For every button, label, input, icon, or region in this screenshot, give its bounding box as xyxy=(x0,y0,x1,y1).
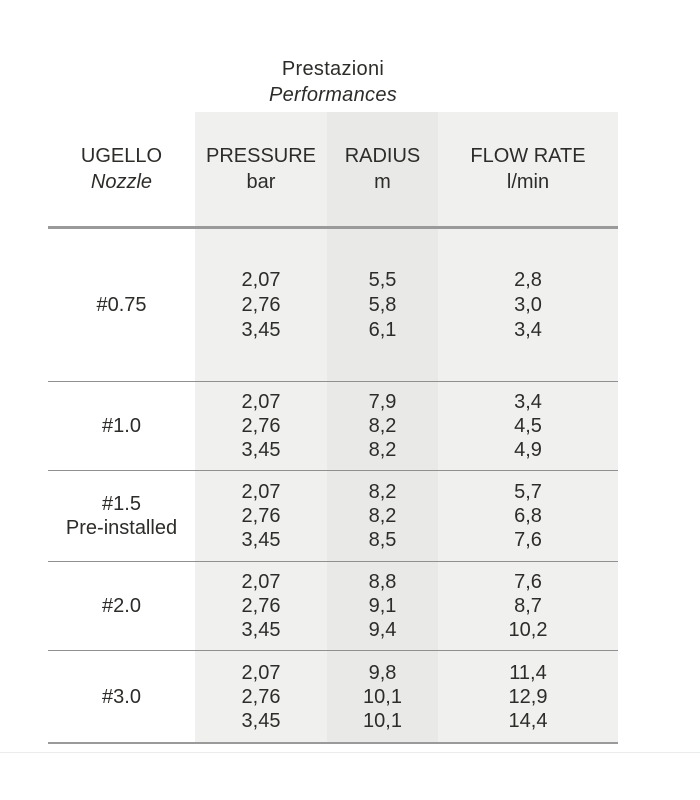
table-row: #2.0 2,07 2,76 3,45 8,8 9,1 9,4 7,6 8,7 … xyxy=(48,561,618,650)
nozzle-cell: #0.75 xyxy=(96,293,147,316)
pressure-values: 2,07 2,76 3,45 xyxy=(195,471,327,561)
table-title-italian: Prestazioni xyxy=(281,58,385,80)
flow-rate-values: 7,6 8,7 10,2 xyxy=(438,562,618,650)
pressure-values: 2,07 2,76 3,45 xyxy=(195,562,327,650)
table-title-english: Performances xyxy=(268,84,398,106)
flow-rate-values: 2,8 3,0 3,4 xyxy=(438,229,618,381)
header-nozzle-main: UGELLO xyxy=(80,145,163,167)
table-row: #3.0 2,07 2,76 3,45 9,8 10,1 10,1 11,4 1… xyxy=(48,650,618,742)
flow-rate-values: 3,4 4,5 4,9 xyxy=(438,382,618,470)
header-cell-pressure: PRESSURE bar xyxy=(195,112,327,226)
table-row: #1.0 2,07 2,76 3,45 7,9 8,2 8,2 3,4 4,5 … xyxy=(48,381,618,470)
radius-values: 7,9 8,2 8,2 xyxy=(327,382,438,470)
flow-rate-values: 11,4 12,9 14,4 xyxy=(438,651,618,742)
table-bottom-rule xyxy=(48,742,618,744)
performance-table: UGELLO Nozzle PRESSURE bar RADIUS m FLOW… xyxy=(48,112,618,744)
radius-values: 9,8 10,1 10,1 xyxy=(327,651,438,742)
table-header-row: UGELLO Nozzle PRESSURE bar RADIUS m FLOW… xyxy=(48,112,618,229)
header-pressure-main: PRESSURE xyxy=(205,145,317,167)
pressure-values: 2,07 2,76 3,45 xyxy=(195,382,327,470)
header-nozzle-sub: Nozzle xyxy=(90,171,153,193)
header-cell-radius: RADIUS m xyxy=(327,112,438,226)
header-flow-sub: l/min xyxy=(506,171,550,193)
page-divider xyxy=(0,752,700,753)
header-radius-sub: m xyxy=(374,171,391,193)
table-title: Prestazioni Performances xyxy=(48,56,618,108)
pressure-values: 2,07 2,76 3,45 xyxy=(195,229,327,381)
header-cell-flow-rate: FLOW RATE l/min xyxy=(438,112,618,226)
radius-values: 8,8 9,1 9,4 xyxy=(327,562,438,650)
radius-values: 5,5 5,8 6,1 xyxy=(327,229,438,381)
nozzle-cell: #3.0 xyxy=(102,685,141,708)
header-cell-nozzle: UGELLO Nozzle xyxy=(48,112,195,226)
header-flow-main: FLOW RATE xyxy=(470,145,586,167)
nozzle-cell: #1.0 xyxy=(102,415,141,437)
table-row: #0.75 2,07 2,76 3,45 5,5 5,8 6,1 2,8 3,0… xyxy=(48,229,618,381)
radius-values: 8,2 8,2 8,5 xyxy=(327,471,438,561)
nozzle-cell: #1.5 Pre-installed xyxy=(65,493,178,539)
pressure-values: 2,07 2,76 3,45 xyxy=(195,651,327,742)
flow-rate-values: 5,7 6,8 7,6 xyxy=(438,471,618,561)
table-row: #1.5 Pre-installed 2,07 2,76 3,45 8,2 8,… xyxy=(48,470,618,561)
header-radius-main: RADIUS xyxy=(344,145,421,167)
nozzle-cell: #2.0 xyxy=(102,595,141,617)
header-pressure-sub: bar xyxy=(246,171,276,193)
